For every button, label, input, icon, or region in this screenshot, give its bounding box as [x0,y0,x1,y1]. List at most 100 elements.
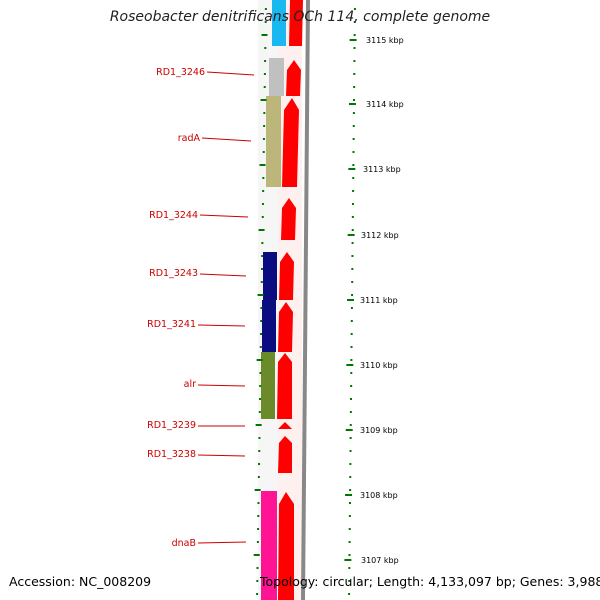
scale-labels: 3115 kbp 3114 kbp 3113 kbp 3112 kbp 3111… [360,36,404,565]
tick-mark [351,268,354,270]
gene-label[interactable]: RD1_3243 [149,268,198,279]
gene-arrow[interactable] [278,436,292,473]
gene-arrow[interactable] [278,422,292,429]
tick-mark [255,424,262,426]
tick-mark [257,502,260,504]
tick-mark [258,463,261,465]
scale-label: 3113 kbp [363,165,401,174]
tick-mark [353,47,356,49]
navy-block[interactable] [262,300,276,352]
gene-label[interactable]: RD1_3238 [147,449,196,460]
tick-mark [350,320,353,322]
tick-mark [264,8,267,10]
tick-mark [350,359,353,361]
tick-mark [345,429,353,431]
tick-mark [260,320,263,322]
tick-mark [351,294,354,296]
tick-mark [349,437,352,439]
tick-mark [348,528,351,530]
leader-line [206,71,255,76]
tick-mark [351,255,354,257]
left-dotted-ruler [253,8,268,595]
gene-arrow[interactable] [278,302,293,352]
tick-mark [260,307,263,309]
tick-mark [348,554,351,556]
tick-mark [351,242,354,244]
gene-label[interactable]: RD1_3246 [156,67,205,78]
map-title: Roseobacter denitrificans OCh 114, compl… [109,9,491,25]
accession-text: Accession: NC_008209 [9,574,152,589]
gene-label[interactable]: RD1_3239 [147,420,196,431]
gray-block[interactable] [269,58,284,96]
tick-mark [351,229,354,231]
tick-mark [351,203,354,205]
tick-mark [257,515,260,517]
leader-line [199,214,249,218]
leader-line [201,137,252,142]
tick-mark [259,164,266,166]
navy-block[interactable] [263,252,277,300]
tick-mark [263,73,266,75]
tick-mark [353,34,356,36]
tick-mark [349,476,352,478]
tick-mark [352,125,355,127]
gene-arrow[interactable] [277,353,292,419]
tick-mark [260,268,263,270]
tick-mark [260,281,263,283]
gene-label[interactable]: radA [178,133,201,144]
gene-label[interactable]: RD1_3244 [149,210,198,221]
tick-mark [353,8,356,10]
tick-mark [352,112,355,114]
olive-block[interactable] [261,352,275,419]
tick-mark [261,34,268,36]
tick-mark [256,541,259,543]
tick-mark [263,125,266,127]
tick-mark [349,489,352,491]
tick-mark [259,372,262,374]
right-dotted-scale [344,8,357,595]
tick-mark [346,364,354,366]
scale-label: 3109 kbp [360,426,398,435]
tick-mark [351,216,354,218]
tick-mark [349,463,352,465]
gene-arrow[interactable] [281,198,296,240]
gene-arrow[interactable] [282,98,299,187]
gene-label[interactable]: alr [184,379,196,390]
tick-mark [262,190,265,192]
tick-mark [257,294,264,296]
genome-backbone [301,0,310,600]
gene-arrow[interactable] [286,60,301,96]
pink-block[interactable] [261,491,277,600]
tick-mark [350,398,353,400]
tick-mark [348,541,351,543]
tick-mark [350,372,353,374]
gene-label[interactable]: dnaB [172,538,196,549]
tick-mark [258,450,261,452]
tick-mark [259,346,262,348]
tick-mark [348,103,356,105]
leader-line [197,384,246,387]
tick-mark [350,333,353,335]
tick-mark [256,593,259,595]
tick-mark [263,112,266,114]
cyan-block[interactable] [272,0,286,46]
tick-mark [350,307,353,309]
tick-mark [349,450,352,452]
scale-label: 3110 kbp [360,361,398,370]
tick-mark [344,559,352,561]
scale-label: 3115 kbp [366,36,404,45]
tick-mark [347,299,354,301]
tick-mark [259,385,262,387]
scale-label: 3108 kbp [360,491,398,500]
tick-mark [351,281,354,283]
gene-arrow[interactable] [279,252,294,300]
gene-arrow[interactable] [278,492,294,600]
gene-arrow[interactable] [289,0,303,46]
tick-mark [353,86,356,88]
tick-mark [350,385,353,387]
khaki-block[interactable] [266,96,281,187]
gene-labels: RD1_3246 radA RD1_3244 RD1_3243 RD1_3241… [147,67,255,549]
tick-mark [352,151,355,153]
tick-mark [348,593,351,595]
gene-label[interactable]: RD1_3241 [147,319,196,330]
